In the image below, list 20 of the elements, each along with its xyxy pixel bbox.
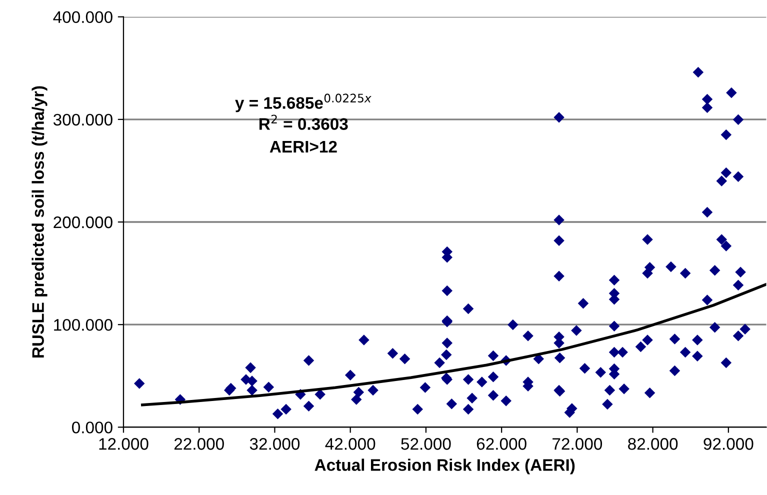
- x-axis-title: Actual Erosion Risk Index (AERI): [314, 458, 575, 474]
- x-tick-label: 82.000: [628, 438, 678, 450]
- x-tick-label: 92.000: [704, 438, 754, 450]
- annotation: R$^{2}$ = 0.3603: [259, 114, 348, 130]
- x-tick-label: 32.000: [250, 438, 300, 450]
- annotation: AERI>12: [270, 140, 337, 152]
- x-tick-label: 42.000: [325, 438, 376, 450]
- x-tick-label: 12.000: [99, 438, 148, 450]
- x-tick-label: 52.000: [401, 438, 451, 450]
- x-tick-label: 62.000: [476, 438, 526, 450]
- x-tick-label: 22.000: [174, 438, 224, 450]
- y-tick-label: 0.000: [72, 422, 112, 434]
- y-axis-title: RUSLE predicted soil loss (t/ha/yr): [32, 86, 48, 358]
- y-tick-label: 200.000: [54, 216, 112, 228]
- y-tick-label: 100.000: [54, 318, 112, 331]
- y-tick-label: 400.000: [53, 11, 112, 24]
- y-tick-label: 300.000: [53, 114, 112, 126]
- x-tick-label: 72.000: [552, 438, 602, 450]
- annotation: y = 15.685e$^{0.0225x}$: [235, 94, 372, 112]
- line-series: [141, 282, 766, 406]
